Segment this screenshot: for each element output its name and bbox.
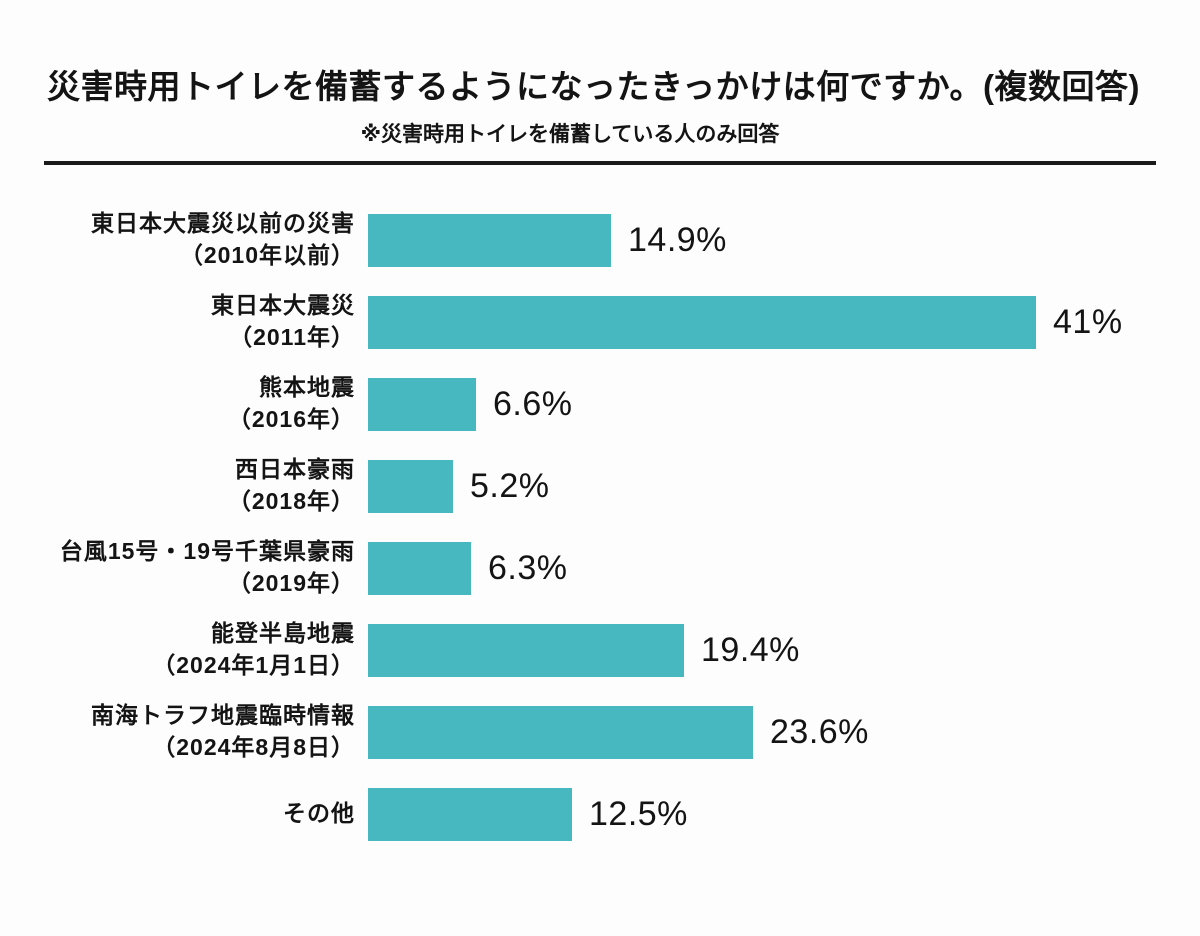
chart-row: 台風15号・19号千葉県豪雨 （2019年） 6.3% <box>0 527 1200 609</box>
bar <box>368 623 684 677</box>
chart-row: 西日本豪雨 （2018年） 5.2% <box>0 445 1200 527</box>
category-label: 熊本地震 （2016年） <box>0 372 355 435</box>
category-label: 南海トラフ地震臨時情報 （2024年8月8日） <box>0 700 355 763</box>
bar-track: 41% <box>368 295 1200 349</box>
chart-row: 能登半島地震 （2024年1月1日） 19.4% <box>0 609 1200 691</box>
value-label: 5.2% <box>470 466 550 505</box>
value-label: 41% <box>1053 302 1123 341</box>
chart-row: その他 12.5% <box>0 773 1200 855</box>
bar-chart: 東日本大震災以前の災害 （2010年以前） 14.9% 東日本大震災 （2011… <box>0 199 1200 855</box>
category-period: （2011年） <box>229 324 355 350</box>
category-name: 熊本地震 <box>259 374 355 401</box>
category-name: 西日本豪雨 <box>235 456 355 483</box>
category-name: 東日本大震災以前の災害 <box>91 210 355 237</box>
category-period: （2024年8月8日） <box>152 734 355 760</box>
category-name: 能登半島地震 <box>211 620 355 647</box>
category-period: （2024年1月1日） <box>152 652 355 678</box>
category-name: 南海トラフ地震臨時情報 <box>91 702 355 729</box>
category-period: （2018年） <box>227 488 355 514</box>
value-label: 19.4% <box>701 630 800 669</box>
chart-row: 熊本地震 （2016年） 6.6% <box>0 363 1200 445</box>
bar <box>368 377 476 431</box>
bar <box>368 213 611 267</box>
category-label: 能登半島地震 （2024年1月1日） <box>0 618 355 681</box>
chart-row: 東日本大震災 （2011年） 41% <box>0 281 1200 363</box>
category-label: その他 <box>0 798 355 830</box>
category-period: （2019年） <box>227 570 355 596</box>
bar-track: 6.6% <box>368 377 1200 431</box>
bar-track: 23.6% <box>368 705 1200 759</box>
value-label: 14.9% <box>628 220 727 259</box>
bar <box>368 295 1036 349</box>
category-period: （2016年） <box>227 406 355 432</box>
page: 災害時用トイレを備蓄するようになったきっかけは何ですか。(複数回答) ※災害時用… <box>0 60 1200 855</box>
category-label: 台風15号・19号千葉県豪雨 （2019年） <box>0 536 355 599</box>
bar-track: 19.4% <box>368 623 1200 677</box>
chart-subtitle: ※災害時用トイレを備蓄している人のみ回答 <box>360 123 780 146</box>
category-name: 台風15号・19号千葉県豪雨 <box>59 538 355 565</box>
chart-row: 東日本大震災以前の災害 （2010年以前） 14.9% <box>0 199 1200 281</box>
chart-title: 災害時用トイレを備蓄するようになったきっかけは何ですか。(複数回答) <box>47 68 1140 105</box>
category-label: 西日本豪雨 （2018年） <box>0 454 355 517</box>
bar <box>368 459 453 513</box>
bar <box>368 787 572 841</box>
value-label: 6.6% <box>493 384 573 423</box>
value-label: 12.5% <box>589 794 688 833</box>
category-label: 東日本大震災以前の災害 （2010年以前） <box>0 208 355 271</box>
category-name: その他 <box>283 800 355 827</box>
category-name: 東日本大震災 <box>211 292 355 319</box>
bar-track: 12.5% <box>368 787 1200 841</box>
bar-track: 5.2% <box>368 459 1200 513</box>
category-period: （2010年以前） <box>179 242 355 268</box>
bar-track: 6.3% <box>368 541 1200 595</box>
chart-header: 災害時用トイレを備蓄するようになったきっかけは何ですか。(複数回答) ※災害時用… <box>44 60 1156 165</box>
value-label: 23.6% <box>770 712 869 751</box>
chart-row: 南海トラフ地震臨時情報 （2024年8月8日） 23.6% <box>0 691 1200 773</box>
bar-track: 14.9% <box>368 213 1200 267</box>
category-label: 東日本大震災 （2011年） <box>0 290 355 353</box>
bar <box>368 705 753 759</box>
bar <box>368 541 471 595</box>
value-label: 6.3% <box>488 548 568 587</box>
title-divider <box>44 161 1156 165</box>
